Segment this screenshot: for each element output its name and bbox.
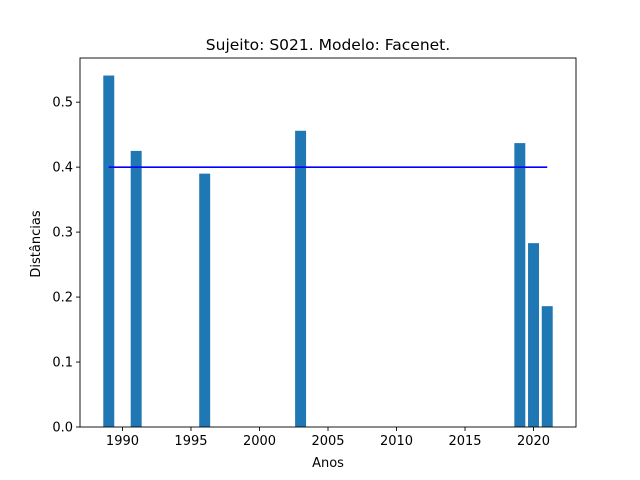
y-tick-label-2: 0.2 xyxy=(52,291,73,306)
x-tick-label-2005: 2005 xyxy=(311,434,344,449)
y-tick-label-3: 0.3 xyxy=(52,226,73,241)
bar-1991 xyxy=(130,150,142,427)
x-axis-label: Anos xyxy=(312,456,344,471)
y-tick-label-4: 0.4 xyxy=(52,161,73,176)
bar-1989 xyxy=(103,75,115,427)
chart-title: Sujeito: S021. Modelo: Facenet. xyxy=(206,36,450,54)
bar-2020 xyxy=(528,243,540,427)
bar-1996 xyxy=(199,173,211,427)
x-tick-label-2015: 2015 xyxy=(448,434,481,449)
x-tick-label-2000: 2000 xyxy=(243,434,276,449)
x-tick-label-2010: 2010 xyxy=(380,434,413,449)
y-tick-label-1: 0.1 xyxy=(52,356,73,371)
x-tick-label-1995: 1995 xyxy=(174,434,207,449)
bar-2019 xyxy=(514,143,526,427)
y-axis-label: Distâncias xyxy=(29,210,44,277)
x-tick-label-2020: 2020 xyxy=(517,434,550,449)
y-tick-label-5: 0.5 xyxy=(52,96,73,111)
bar-2021 xyxy=(541,306,553,427)
plot-area: 1990 1995 2000 2005 2010 2015 2020 0.0 0.1 0.2 0.3… xyxy=(52,57,577,449)
y-tick-label-0: 0.0 xyxy=(52,421,73,436)
bar-2003 xyxy=(295,130,307,427)
x-tick-label-1990: 1990 xyxy=(106,434,139,449)
